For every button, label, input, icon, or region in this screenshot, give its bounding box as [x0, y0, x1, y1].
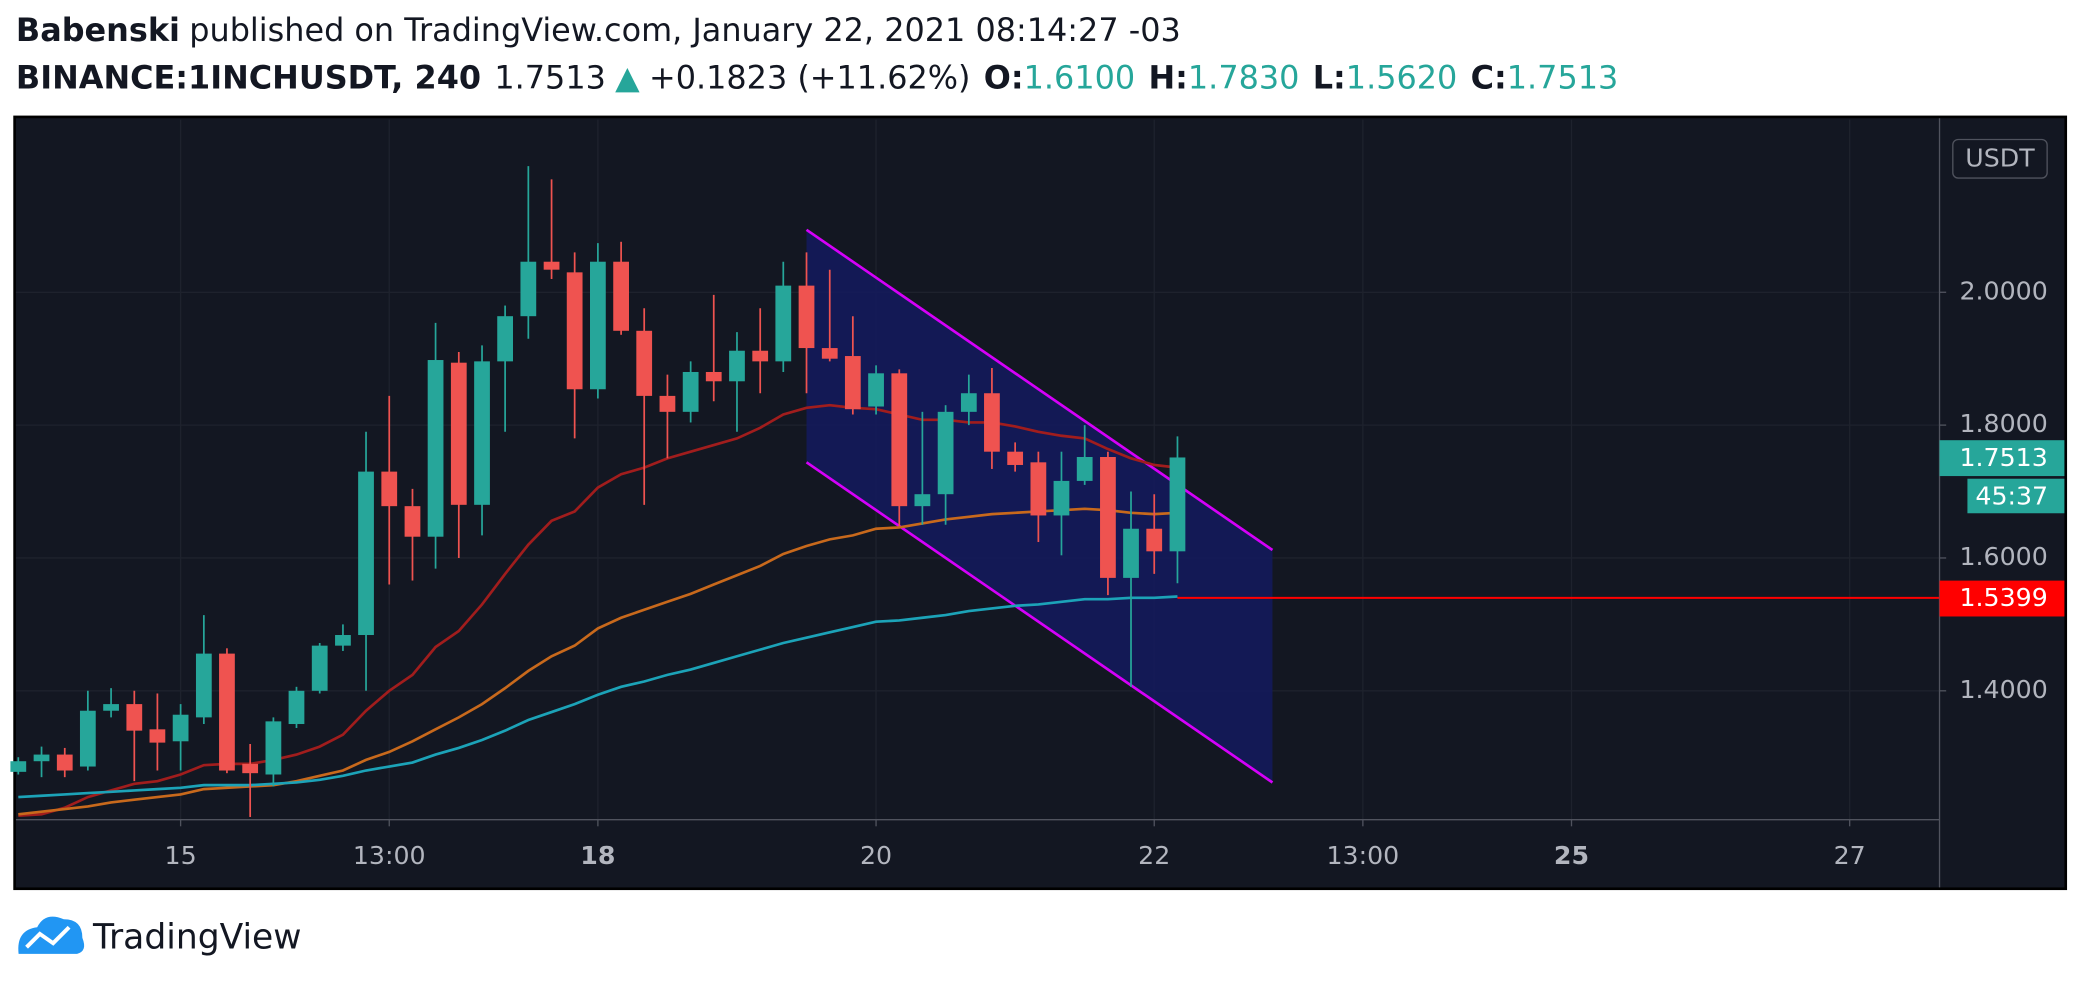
- author: Babenski: [16, 11, 180, 49]
- price-line-box: [1939, 580, 2065, 617]
- candle-body: [1053, 480, 1070, 516]
- plot: [10, 119, 1940, 820]
- candle-body: [1007, 451, 1024, 465]
- ohlc-value: 1.6100: [1024, 59, 1136, 97]
- y-tick-label: 1.4000: [1959, 675, 2047, 704]
- candle-body: [752, 350, 769, 362]
- moving-average: [18, 595, 1178, 799]
- candle-body: [1076, 457, 1093, 481]
- x-tick-label: 25: [1554, 841, 1589, 870]
- candle-body: [590, 261, 606, 390]
- channel-line: [805, 228, 1274, 552]
- candle-body: [682, 371, 699, 412]
- x-tick-label: 18: [580, 841, 615, 870]
- candle-body: [219, 653, 235, 771]
- candle-body: [358, 471, 374, 636]
- last-price-label: 1.7513: [1959, 443, 2047, 472]
- ohlc-value: 1.7513: [1507, 59, 1619, 97]
- candle-body: [1123, 528, 1139, 578]
- x-tick-label: 22: [1138, 841, 1170, 870]
- published: published on TradingView.com, January 22…: [189, 11, 1181, 49]
- candle-body: [474, 361, 490, 505]
- candle-body: [960, 393, 977, 412]
- ohlc-label: C:: [1471, 59, 1507, 97]
- arrow: ▲: [615, 59, 640, 97]
- brand: TradingView: [92, 918, 302, 958]
- candle-body: [937, 411, 954, 495]
- candle-body: [497, 316, 513, 362]
- candle-body: [821, 348, 838, 359]
- countdown-box: [1967, 478, 2065, 514]
- ohlc-label: H:: [1148, 59, 1187, 97]
- candle-body: [659, 395, 676, 412]
- x-tick-label: 13:00: [1327, 841, 1400, 870]
- candle-body: [404, 506, 421, 537]
- candle-body: [450, 362, 467, 505]
- candle-body: [1146, 528, 1163, 552]
- last-price-box: [1939, 440, 2065, 477]
- candle-body: [335, 635, 351, 646]
- moving-average: [18, 507, 1178, 816]
- candle-body: [844, 356, 861, 410]
- ohlc-value: 1.5620: [1346, 59, 1458, 97]
- y-tick-label: 1.6000: [1959, 542, 2047, 571]
- candle-body: [1100, 457, 1116, 578]
- candle-body: [56, 754, 73, 771]
- candle-body: [103, 704, 119, 711]
- candle-body: [242, 763, 259, 774]
- ohlc-label: O:: [984, 59, 1024, 97]
- ohlc-label: L:: [1313, 59, 1346, 97]
- price: 1.7513: [494, 59, 606, 97]
- candle-body: [311, 645, 328, 691]
- candle-body: [566, 272, 583, 390]
- channel-line: [805, 461, 1274, 784]
- candle-body: [798, 285, 815, 349]
- candle-body: [520, 261, 537, 317]
- x-tick-label: 27: [1834, 841, 1866, 870]
- header-line-1: Babenski published on TradingView.com, Ja…: [16, 11, 1181, 49]
- y-tick-label: 1.8000: [1959, 409, 2047, 438]
- candle-body: [1030, 462, 1047, 516]
- candle-body: [172, 714, 189, 742]
- candle-body: [288, 690, 305, 725]
- price-line-label: 1.5399: [1959, 583, 2047, 612]
- candle-body: [149, 729, 166, 743]
- candle-body: [126, 704, 143, 731]
- countdown: 45:37: [1975, 481, 2048, 510]
- candle-body: [868, 373, 884, 407]
- candle-body: [381, 471, 398, 507]
- candle-body: [613, 261, 629, 331]
- candle-body: [10, 761, 27, 772]
- candle-body: [79, 710, 96, 767]
- candle-body: [265, 721, 282, 775]
- candle-body: [891, 373, 908, 507]
- change: +0.1823 (+11.62%): [649, 59, 971, 97]
- ohlc-value: 1.7830: [1188, 59, 1300, 97]
- candle-body: [636, 330, 653, 396]
- candle-body: [1169, 457, 1186, 552]
- unit-box: [1952, 138, 2048, 179]
- x-tick-label: 13:00: [353, 841, 426, 870]
- candle-body: [195, 653, 212, 718]
- x-tick-label: 15: [165, 841, 197, 870]
- logo: [18, 916, 85, 954]
- symbol: BINANCE:1INCHUSDT, 240: [16, 59, 481, 97]
- candle-body: [33, 754, 50, 762]
- candle-body: [914, 494, 931, 507]
- axes: 1.4000 1.6000 1.8000 2.0000 15 13:00 18 20 22 13:…: [165, 276, 2065, 870]
- header-line-2: BINANCE:1INCHUSDT, 240 1.7513 ▲ +0.1823 (+1…: [16, 59, 1618, 97]
- candle-body: [984, 393, 1000, 452]
- candle-body: [729, 350, 745, 382]
- candle-body: [775, 285, 792, 362]
- candle-body: [427, 360, 444, 537]
- unit: USDT: [1965, 143, 2035, 172]
- x-tick-label: 20: [860, 841, 892, 870]
- candle-body: [543, 261, 560, 270]
- candle-body: [705, 371, 722, 382]
- y-tick-label: 2.0000: [1959, 276, 2047, 305]
